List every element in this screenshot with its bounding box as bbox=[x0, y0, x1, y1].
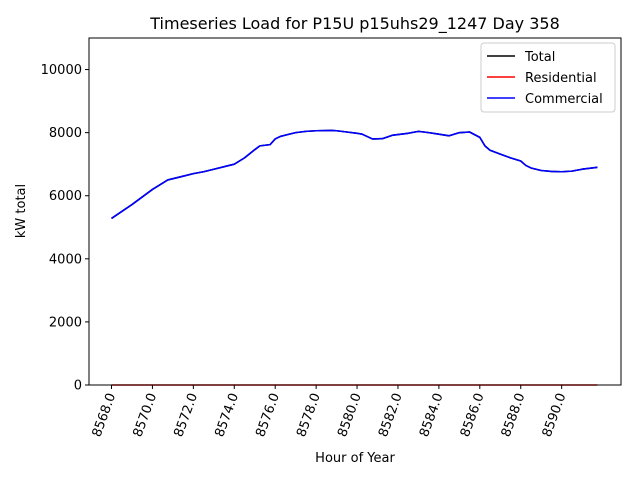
plot-area bbox=[111, 129, 598, 386]
x-tick-label: 8586.0 bbox=[458, 391, 488, 439]
y-tick-label: 6000 bbox=[49, 189, 82, 204]
y-tick-label: 0 bbox=[74, 379, 82, 394]
legend-label-total: Total bbox=[524, 50, 555, 65]
legend: Total Residential Commercial bbox=[480, 42, 616, 113]
x-tick-label: 8574.0 bbox=[212, 391, 242, 439]
y-tick-label: 8000 bbox=[49, 126, 82, 141]
y-tick-label: 2000 bbox=[49, 315, 82, 330]
x-axis-label: Hour of Year bbox=[315, 451, 395, 466]
x-tick-label: 8578.0 bbox=[294, 391, 324, 439]
x-tick-label: 8570.0 bbox=[131, 391, 161, 439]
y-tick-label: 4000 bbox=[49, 252, 82, 267]
series-line-total bbox=[111, 129, 598, 220]
x-tick-label: 8588.0 bbox=[499, 391, 529, 439]
x-tick-label: 8582.0 bbox=[376, 391, 406, 439]
legend-label-commercial: Commercial bbox=[525, 92, 603, 107]
plot-frame bbox=[88, 37, 622, 386]
x-tick-label: 8584.0 bbox=[417, 391, 447, 439]
y-tick-label: 10000 bbox=[41, 63, 82, 78]
x-tick-label: 8576.0 bbox=[253, 391, 283, 439]
x-tick-label: 8568.0 bbox=[90, 391, 120, 439]
chart-title: Timeseries Load for P15U p15uhs29_1247 D… bbox=[149, 14, 560, 34]
x-tick-label: 8572.0 bbox=[171, 391, 201, 439]
series-line-commercial bbox=[111, 129, 598, 220]
legend-label-residential: Residential bbox=[525, 71, 597, 86]
x-tick-label: 8590.0 bbox=[540, 391, 570, 439]
x-tick-label: 8580.0 bbox=[335, 391, 365, 439]
y-axis-label: kW total bbox=[14, 184, 29, 238]
axis-ticks: 8568.0 8570.0 8572.0 8574.0 8576.0 8578.0 8580… bbox=[41, 63, 570, 439]
legend-box bbox=[480, 42, 616, 113]
